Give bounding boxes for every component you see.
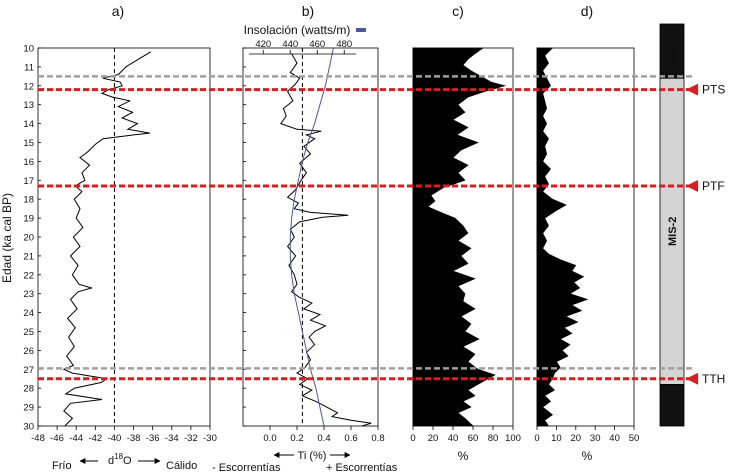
x-tick-label: 50	[629, 433, 640, 444]
y-tick-label: 15	[23, 138, 34, 149]
y-tick-label: 30	[23, 422, 34, 433]
panel-b-line	[280, 53, 372, 427]
panel-b-xlabel-left: - Escorrentías	[212, 462, 281, 474]
x-tick-label: 0.4	[317, 433, 330, 444]
panel-c-area	[412, 47, 507, 427]
y-tick-label: 11	[24, 62, 34, 73]
y-tick-label: 20	[23, 233, 34, 244]
x-tick-label: 80	[488, 433, 499, 444]
panel-b-xlabel-right: + Escorrentías	[326, 462, 398, 474]
x-tick-label: -48	[31, 433, 45, 444]
y-tick-label: 25	[23, 327, 34, 338]
y-tick-label: 18	[23, 195, 34, 206]
x-tick-label: 0.0	[263, 433, 276, 444]
x-tick-label: -40	[108, 433, 122, 444]
panel-d-xlabel: %	[582, 449, 593, 463]
stage-label: MIS-1	[667, 36, 679, 65]
x-tick-label: -38	[127, 433, 141, 444]
y-tick-label: 10	[23, 44, 34, 55]
x-tick-label: 100	[505, 433, 521, 444]
top-x-tick-label: 480	[336, 39, 352, 50]
insolation-curve	[289, 47, 334, 427]
stage-mis-3	[659, 384, 685, 427]
panel-a-xlabel-right: Cálido	[166, 460, 197, 472]
panel-title-d: d)	[581, 3, 593, 19]
stage-label: MIS-2	[667, 217, 679, 246]
y-tick-label: 22	[23, 270, 34, 281]
y-axis-label: Edad (ka cal BP)	[0, 193, 14, 283]
y-tick-label: 14	[23, 119, 34, 130]
x-tick-label: -30	[203, 433, 217, 444]
panel-title-a: a)	[112, 3, 124, 19]
stage-label: MIS-3	[667, 391, 679, 420]
panel-title-c: c)	[452, 3, 464, 19]
top-x-tick-label: 440	[282, 39, 298, 50]
panel-b-xlabel: Ti (%)	[298, 450, 327, 462]
x-tick-label: 0	[534, 433, 539, 444]
panel-c-xlabel: %	[458, 449, 469, 463]
x-tick-label: 0.2	[290, 433, 303, 444]
event-marker	[686, 83, 698, 96]
event-label: TTH	[702, 372, 725, 386]
y-tick-label: 13	[23, 100, 34, 111]
x-tick-label: 0.8	[371, 433, 384, 444]
panel-title-b: b)	[302, 3, 314, 19]
y-tick-label: 12	[23, 81, 34, 92]
y-tick-label: 24	[23, 308, 34, 319]
y-tick-label: 16	[23, 157, 34, 168]
x-tick-label: 20	[428, 433, 439, 444]
y-tick-label: 28	[23, 384, 34, 395]
stage-mis-1	[659, 23, 685, 79]
y-tick-label: 17	[23, 176, 34, 187]
y-tick-label: 21	[23, 251, 34, 262]
x-tick-label: 0	[410, 433, 415, 444]
x-tick-label: 40	[609, 433, 620, 444]
x-tick-label: -46	[50, 433, 64, 444]
event-label: PTF	[702, 179, 725, 193]
x-tick-label: 20	[571, 433, 582, 444]
x-tick-label: 30	[590, 433, 601, 444]
event-marker	[686, 179, 698, 192]
top-x-tick-label: 460	[309, 39, 325, 50]
panel-a-line	[62, 51, 152, 427]
y-tick-label: 29	[23, 403, 34, 414]
x-tick-label: 40	[448, 433, 459, 444]
panel-a-xlabel-mid: d18O	[108, 452, 132, 467]
y-tick-label: 19	[23, 214, 34, 225]
x-tick-label: -42	[88, 433, 102, 444]
y-tick-label: 23	[23, 289, 34, 300]
x-tick-label: 60	[468, 433, 479, 444]
x-tick-label: -34	[165, 433, 179, 444]
stage-mis-2	[659, 77, 685, 385]
panel-a-xlabel-left: Frío	[52, 460, 72, 472]
x-tick-label: -32	[184, 433, 198, 444]
x-tick-label: -44	[69, 433, 83, 444]
x-tick-label: 10	[551, 433, 562, 444]
x-tick-label: 0.6	[344, 433, 357, 444]
top-x-tick-label: 420	[255, 39, 271, 50]
x-tick-label: -36	[146, 433, 160, 444]
event-marker	[686, 372, 698, 385]
insolation-axis-title: Insolación (watts/m)	[244, 23, 351, 37]
insolation-legend-swatch	[356, 28, 366, 32]
event-label: PTS	[702, 83, 725, 97]
y-tick-label: 26	[23, 346, 34, 357]
y-tick-label: 27	[23, 365, 34, 376]
